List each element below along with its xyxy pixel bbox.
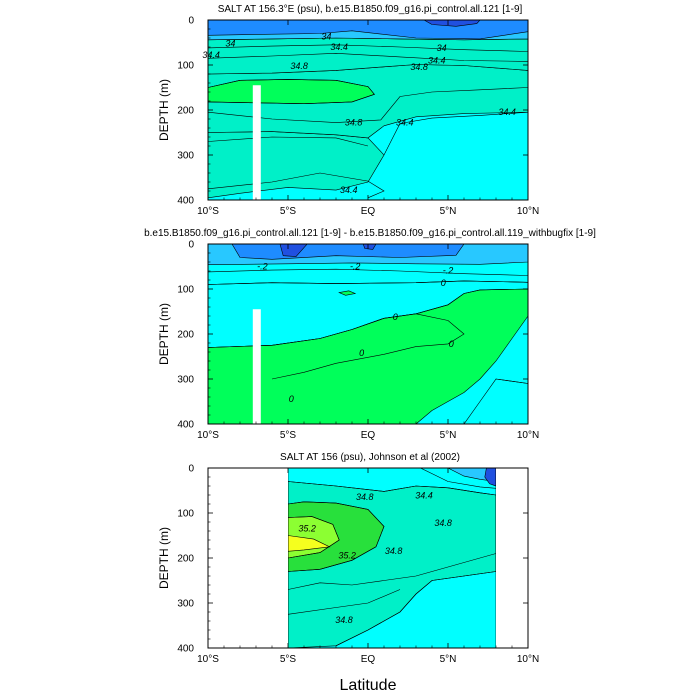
axes-3: 10°S 5°S EQ 5°N 10°N 0 100 200 300 400 SALT AT 156… — [157, 452, 539, 694]
chart-title: SALT AT 156.3°E (psu), b.e15.B1850.f09_g… — [218, 4, 523, 15]
y-tick-label: 0 — [188, 464, 194, 475]
contour-label: 34.4 — [330, 42, 348, 52]
y-tick-label: 300 — [177, 375, 194, 386]
contour-neg02-line — [208, 268, 528, 276]
region-34p0 — [484, 468, 496, 487]
contour-34p8-low — [288, 589, 401, 615]
contour-fill-1 — [208, 20, 528, 200]
x-tick-label: 5°N — [440, 206, 457, 217]
axes-2: 10°S 5°S EQ 5°N 10°N 0 100 200 300 400 b.e15.B1850… — [144, 228, 596, 441]
contour-label: 34 — [321, 31, 331, 41]
contour-zero-line — [208, 288, 528, 348]
contour-35p0-line — [288, 501, 385, 572]
contour-34p6-top — [419, 468, 496, 489]
y-tick-label: 200 — [177, 106, 194, 117]
contour-34p6-lower — [208, 136, 369, 147]
contour-label: 35.2 — [338, 551, 356, 561]
y-tick-label: 200 — [177, 554, 194, 565]
contour-label: 34.4 — [415, 491, 433, 501]
missing-data-band — [252, 309, 261, 424]
contour-label: 34.4 — [202, 50, 220, 60]
contour-label: 34.4 — [428, 56, 446, 66]
contour-label: 34.8 — [434, 518, 452, 528]
contour-label: 34.4 — [340, 185, 358, 195]
y-tick-label: 100 — [177, 285, 194, 296]
y-tick-label: 0 — [188, 16, 194, 27]
contour-label: 0 — [289, 394, 294, 404]
contour-34p4-right — [383, 111, 528, 156]
contour-label: 34.8 — [356, 492, 374, 502]
y-axis-label: DEPTH (m) — [157, 303, 171, 365]
x-tick-label: 10°S — [197, 206, 219, 217]
region-33p8 — [423, 20, 481, 27]
x-tick-label: 5°S — [280, 430, 297, 441]
contour-zero-right — [495, 378, 528, 384]
contour-label: 0 — [449, 339, 454, 349]
x-tick-label: EQ — [361, 430, 376, 441]
contour-label: 0 — [393, 312, 398, 322]
contour-label: 34.8 — [335, 615, 353, 625]
x-axis-label: Latitude — [340, 677, 397, 694]
contour-label: 35.2 — [298, 524, 316, 534]
region-small-patch — [338, 290, 357, 296]
missing-data-band — [252, 85, 261, 200]
contour-label: 34.4 — [396, 117, 414, 127]
contour-zero-inner — [271, 313, 465, 380]
contour-34p2-line — [208, 44, 528, 52]
x-tick-label: 10°S — [197, 654, 219, 665]
contour-34p8-top — [288, 481, 496, 496]
x-tick-label: 5°S — [280, 654, 297, 665]
y-tick-label: 400 — [177, 196, 194, 207]
x-tick-label: 10°N — [517, 430, 539, 441]
y-axis-label: DEPTH (m) — [157, 527, 171, 589]
x-tick-label: EQ — [361, 654, 376, 665]
axes-1: 10°S 5°S EQ 5°N 10°N 0 100 200 300 400 SALT AT 156… — [157, 4, 539, 217]
contour-35p2-line — [288, 516, 340, 559]
y-axis-label: DEPTH (m) — [157, 79, 171, 141]
contour-neg01-line — [208, 280, 528, 285]
contour-34p8-mid — [288, 553, 496, 590]
x-tick-label: EQ — [361, 206, 376, 217]
x-tick-label: 5°N — [440, 430, 457, 441]
contour-label: 34 — [225, 39, 235, 49]
contour-34p4-bottom — [208, 172, 385, 199]
y-tick-label: 400 — [177, 420, 194, 431]
contour-34p4-upper — [208, 52, 528, 62]
contour-34p8-line — [208, 79, 375, 105]
chart-title: b.e15.B1850.f09_g16.pi_control.all.121 [… — [144, 228, 596, 239]
contour-label: -.2 — [350, 262, 361, 272]
contour-34p8-b — [208, 87, 528, 123]
contour-label: 34 — [437, 43, 447, 53]
contour-34p6-line — [335, 571, 496, 647]
region-neg04-a — [279, 244, 308, 257]
x-tick-label: 10°N — [517, 654, 539, 665]
region-neg04-b — [362, 244, 377, 250]
x-tick-label: 10°N — [517, 206, 539, 217]
x-tick-label: 10°S — [197, 430, 219, 441]
y-tick-label: 100 — [177, 61, 194, 72]
y-tick-label: 300 — [177, 599, 194, 610]
y-tick-label: 300 — [177, 151, 194, 162]
contour-label: 0 — [359, 348, 364, 358]
chart-title: SALT AT 156 (psu), Johnson et al (2002) — [280, 452, 460, 463]
region-35p4 — [288, 535, 331, 552]
y-tick-label: 200 — [177, 330, 194, 341]
contour-fill-2 — [208, 244, 528, 424]
contour-fill-3 — [288, 468, 496, 648]
y-tick-label: 0 — [188, 240, 194, 251]
y-tick-label: 100 — [177, 509, 194, 520]
x-tick-label: 5°N — [440, 654, 457, 665]
contour-label: -.2 — [443, 265, 454, 275]
contour-label: 34.8 — [345, 117, 363, 127]
x-tick-label: 5°S — [280, 206, 297, 217]
y-tick-label: 400 — [177, 644, 194, 655]
contour-label: -.2 — [257, 262, 268, 272]
contour-label: 34.8 — [290, 61, 308, 71]
contour-label: 34.4 — [498, 107, 516, 117]
contour-label: 0 — [441, 278, 446, 288]
contour-label: 34.8 — [410, 62, 428, 72]
contour-label: 34.8 — [385, 546, 403, 556]
